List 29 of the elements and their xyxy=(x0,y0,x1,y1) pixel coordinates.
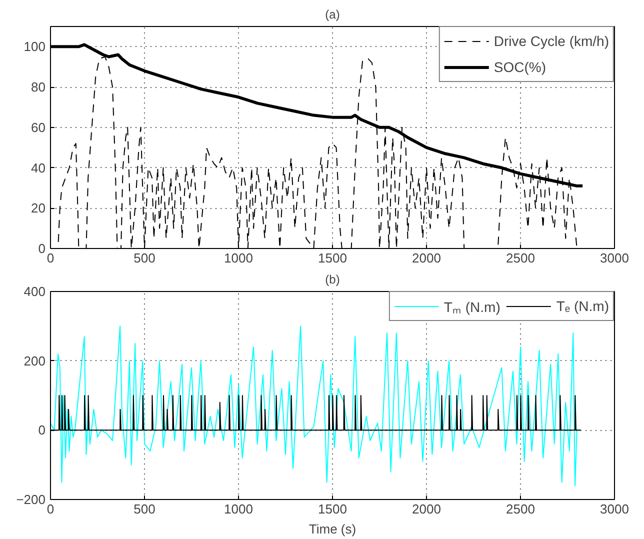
x-axis-title: Time (s) xyxy=(308,522,356,536)
y-tick-label: 40 xyxy=(31,160,46,176)
y-tick-label: 100 xyxy=(24,39,46,54)
chart-title: (a) xyxy=(325,8,340,22)
y-tick-label: 60 xyxy=(31,120,46,135)
y-tick-label: 400 xyxy=(24,284,46,299)
x-tick-label: 1000 xyxy=(224,502,253,516)
x-tick-label: 1500 xyxy=(318,502,347,516)
chart-title: (b) xyxy=(325,272,340,286)
y-tick-label: 80 xyxy=(31,80,46,95)
x-tick-label: 500 xyxy=(134,250,156,266)
x-tick-label: 1500 xyxy=(318,250,347,266)
y-tick-label: 200 xyxy=(24,353,46,368)
x-tick-label: 1000 xyxy=(224,250,253,266)
x-tick-label: 3000 xyxy=(600,250,629,266)
y-tick-label: 0 xyxy=(38,241,46,256)
x-tick-label: 2000 xyxy=(412,250,441,266)
x-tick-label: 2500 xyxy=(506,250,535,266)
legend-label: Tₘ (N.m) xyxy=(444,298,500,316)
x-tick-label: 2000 xyxy=(412,502,441,516)
y-tick-label: 20 xyxy=(31,200,46,216)
legend-label: Tₑ (N.m) xyxy=(556,298,609,314)
y-tick-label: −200 xyxy=(16,492,46,507)
x-tick-label: 500 xyxy=(134,502,156,516)
legend-label: Drive Cycle (km/h) xyxy=(494,33,609,49)
y-tick-label: 0 xyxy=(38,422,46,438)
x-tick-label: 3000 xyxy=(600,502,629,516)
legend-label: SOC(%) xyxy=(494,59,546,75)
x-tick-label: 2500 xyxy=(506,502,535,516)
